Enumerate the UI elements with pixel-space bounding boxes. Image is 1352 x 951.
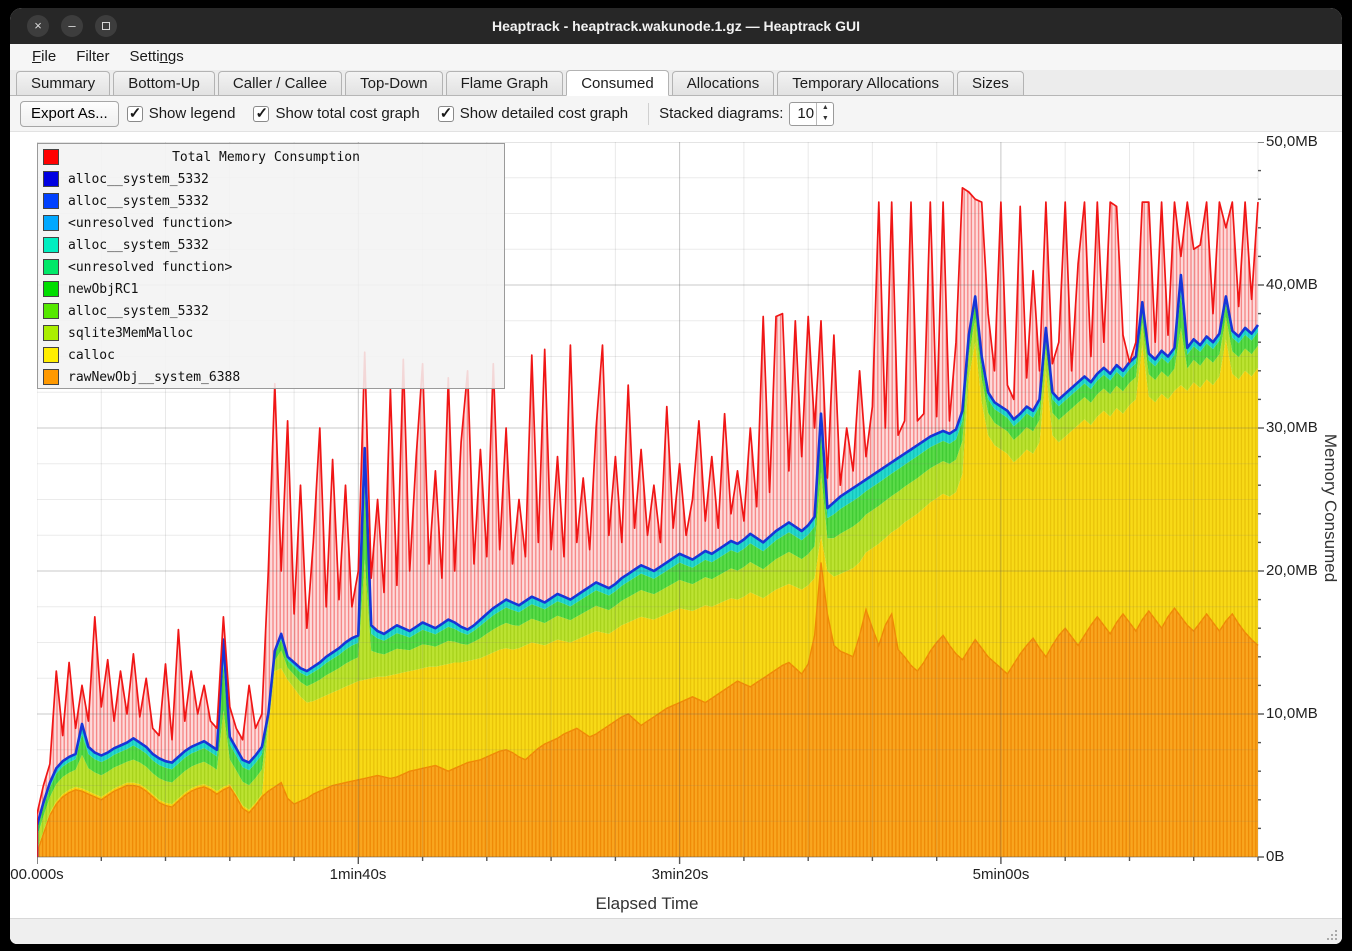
tab-summary[interactable]: Summary [16,71,110,95]
checkbox-icon: ✓ [127,106,143,122]
checkmark-icon: ✓ [440,104,453,122]
heaptrack-window: × – Heaptrack - heaptrack.wakunode.1.gz … [10,8,1342,944]
legend-row: alloc__system_5332 [41,234,504,256]
legend-swatch [43,237,59,253]
legend-swatch [43,281,59,297]
x-tick-5min00s: 5min00s [973,866,1030,883]
legend-row: alloc__system_5332 [41,190,504,212]
show-detailed-cost-checkbox[interactable]: ✓ Show detailed cost graph [438,105,628,122]
y-axis-title: Memory Consumed [1320,434,1340,582]
spin-up-icon[interactable]: ▲ [817,103,833,114]
title-bar: × – Heaptrack - heaptrack.wakunode.1.gz … [10,8,1342,44]
legend-swatch [43,325,59,341]
checkbox-icon: ✓ [438,106,454,122]
export-as-button[interactable]: Export As... [20,101,119,127]
legend-label: <unresolved function> [68,216,232,231]
legend-label: calloc [68,348,115,363]
menu-item-settings[interactable]: Settings [120,44,194,70]
resize-grip[interactable] [1325,928,1337,940]
settings-label-pre: Setti [130,48,160,65]
legend-row: alloc__system_5332 [41,168,504,190]
legend-row: alloc__system_5332 [41,300,504,322]
legend-row: newObjRC1 [41,278,504,300]
x-axis-title: Elapsed Time [596,894,699,914]
show-detailed-cost-label: Show detailed cost graph [460,105,628,122]
checkmark-icon: ✓ [255,104,268,122]
legend-label: alloc__system_5332 [68,172,209,187]
tab-allocations[interactable]: Allocations [672,71,775,95]
tab-sizes[interactable]: Sizes [957,71,1024,95]
legend-swatch-total [43,149,59,165]
x-tick-3min20s: 3min20s [652,866,709,883]
legend-swatch [43,303,59,319]
tab-bar: Summary Bottom-Up Caller / Callee Top-Do… [10,70,1342,96]
legend-swatch [43,347,59,363]
settings-label-post: gs [168,48,184,65]
legend-row: calloc [41,344,504,366]
legend-label: <unresolved function> [68,260,232,275]
menu-bar: File Filter Settings [10,44,1342,70]
legend-label: alloc__system_5332 [68,194,209,209]
legend-label: newObjRC1 [68,282,138,297]
y-tick-40mb: 40,0MB [1266,276,1318,293]
chart-legend: Total Memory Consumption alloc__system_5… [37,143,505,389]
tab-temporary-allocations[interactable]: Temporary Allocations [777,71,954,95]
checkmark-icon: ✓ [129,104,142,122]
toolbar-separator [648,103,649,125]
menu-item-file[interactable]: File [22,44,66,70]
consumed-chart-area: 00.000s 1min40s 3min20s 5min00s 0B 10,0M… [10,132,1342,918]
legend-title-row: Total Memory Consumption [41,146,504,168]
legend-swatch [43,193,59,209]
tab-bottom-up[interactable]: Bottom-Up [113,71,215,95]
tab-flame-graph[interactable]: Flame Graph [446,71,564,95]
file-mnemonic: F [32,48,41,65]
show-legend-label: Show legend [149,105,236,122]
show-total-cost-label: Show total cost graph [275,105,419,122]
stacked-diagrams-value[interactable]: 10 [790,103,816,125]
spinner-arrows: ▲ ▼ [816,103,833,125]
legend-swatch [43,369,59,385]
legend-title: Total Memory Consumption [68,150,504,165]
show-legend-checkbox[interactable]: ✓ Show legend [127,105,236,122]
tab-caller-callee[interactable]: Caller / Callee [218,71,342,95]
y-tick-10mb: 10,0MB [1266,705,1318,722]
legend-row: <unresolved function> [41,212,504,234]
legend-swatch [43,171,59,187]
spin-down-icon[interactable]: ▼ [817,114,833,125]
checkbox-icon: ✓ [253,106,269,122]
settings-mnemonic: n [160,48,168,65]
x-tick-0s: 00.000s [10,866,63,883]
tab-consumed[interactable]: Consumed [566,70,669,96]
stacked-diagrams-label: Stacked diagrams: [659,105,783,122]
window-title: Heaptrack - heaptrack.wakunode.1.gz — He… [10,8,1342,44]
stacked-diagrams-stepper[interactable]: 10 ▲ ▼ [789,102,834,126]
legend-label: sqlite3MemMalloc [68,326,193,341]
menu-item-filter[interactable]: Filter [66,44,119,70]
legend-swatch [43,215,59,231]
legend-row: sqlite3MemMalloc [41,322,504,344]
legend-label: alloc__system_5332 [68,304,209,319]
status-bar [10,918,1342,944]
y-tick-30mb: 30,0MB [1266,419,1318,436]
legend-row: <unresolved function> [41,256,504,278]
show-total-cost-checkbox[interactable]: ✓ Show total cost graph [253,105,419,122]
legend-label: alloc__system_5332 [68,238,209,253]
legend-label: rawNewObj__system_6388 [68,370,240,385]
x-tick-1min40s: 1min40s [330,866,387,883]
legend-row: rawNewObj__system_6388 [41,366,504,388]
y-tick-50mb: 50,0MB [1266,133,1318,150]
y-tick-0b: 0B [1266,848,1284,865]
file-label: ile [41,48,56,65]
y-tick-20mb: 20,0MB [1266,562,1318,579]
tab-top-down[interactable]: Top-Down [345,71,443,95]
legend-swatch [43,259,59,275]
toolbar: Export As... ✓ Show legend ✓ Show total … [10,96,1342,132]
